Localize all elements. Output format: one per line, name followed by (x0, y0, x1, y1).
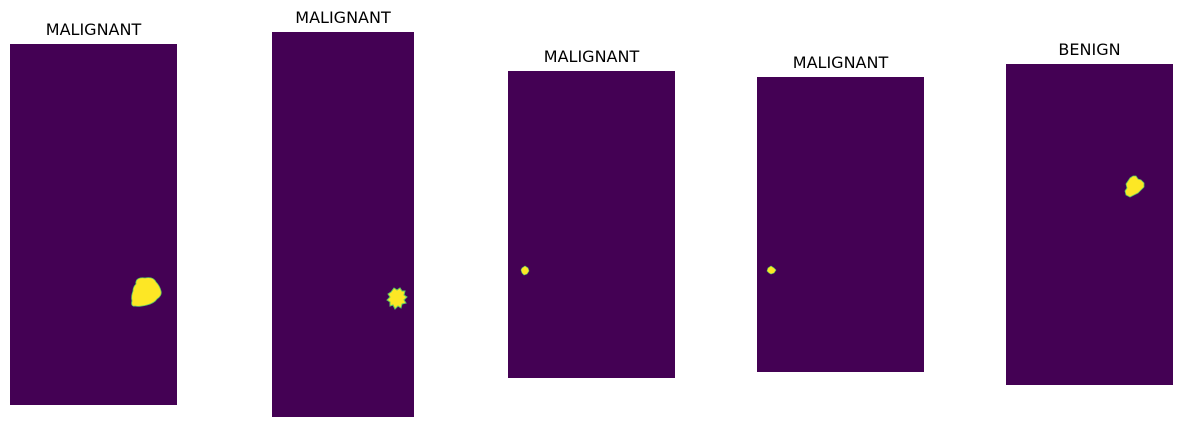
lesion-blob (1124, 175, 1145, 198)
panel-title: MALIGNANT (543, 47, 640, 66)
panel-title: MALIGNANT (792, 53, 889, 72)
segmentation-mask (272, 32, 414, 417)
lesion-blob (131, 277, 162, 307)
mask-background (1006, 64, 1173, 385)
panel-title: MALIGNANT (45, 20, 142, 39)
mask-background (757, 77, 924, 372)
lesion-blob (520, 265, 530, 276)
segmentation-mask (757, 77, 924, 372)
lesion-blob (386, 287, 408, 310)
panel-title: BENIGN (1058, 40, 1121, 59)
segmentation-mask (508, 71, 675, 378)
mask-background (508, 71, 675, 378)
segmentation-mask (1006, 64, 1173, 385)
panel-title: MALIGNANT (295, 8, 391, 27)
lesion-blob (766, 265, 777, 275)
mask-background (272, 32, 414, 417)
segmentation-mask (10, 44, 177, 405)
mask-background (10, 44, 177, 405)
